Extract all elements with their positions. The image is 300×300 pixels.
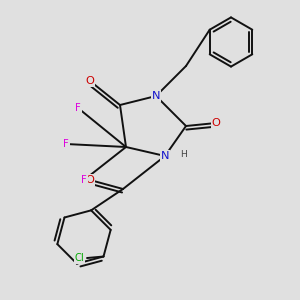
Text: N: N <box>161 151 169 161</box>
Text: F: F <box>63 139 69 149</box>
Text: N: N <box>152 91 160 101</box>
Text: O: O <box>85 76 94 86</box>
Text: Cl: Cl <box>75 253 84 263</box>
Text: F: F <box>75 103 81 113</box>
Text: O: O <box>212 118 220 128</box>
Text: O: O <box>85 175 94 185</box>
Text: H: H <box>180 150 187 159</box>
Text: F: F <box>81 175 87 185</box>
